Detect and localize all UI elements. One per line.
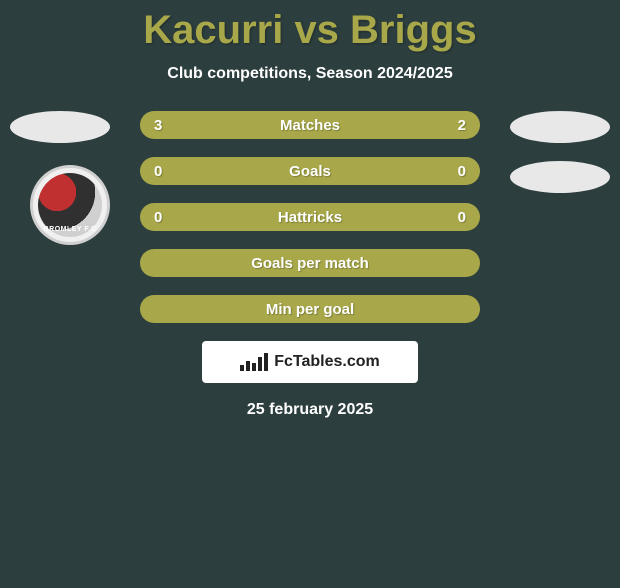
club-logo-graphic: BROMLEY F.C xyxy=(38,173,102,237)
stat-value-left: 0 xyxy=(154,163,184,180)
stat-row-min-per-goal: Min per goal xyxy=(140,295,480,323)
stat-label: Goals xyxy=(184,163,436,180)
stat-row-hattricks: 0 Hattricks 0 xyxy=(140,203,480,231)
stat-value-right: 0 xyxy=(436,209,466,226)
player-right-badge-placeholder-2 xyxy=(510,161,610,193)
fctables-label: FcTables.com xyxy=(274,353,380,371)
stat-label: Goals per match xyxy=(154,255,466,272)
date-label: 25 february 2025 xyxy=(0,401,620,419)
page-title: Kacurri vs Briggs xyxy=(0,8,620,53)
comparison-content: BROMLEY F.C 3 Matches 2 0 Goals 0 0 Hatt… xyxy=(0,111,620,419)
stat-label: Hattricks xyxy=(184,209,436,226)
club-logo-text: BROMLEY F.C xyxy=(38,226,102,233)
player-left-badge-placeholder xyxy=(10,111,110,143)
stat-value-left: 3 xyxy=(154,117,184,134)
stat-value-right: 0 xyxy=(436,163,466,180)
player-right-badge-placeholder-1 xyxy=(510,111,610,143)
stat-value-right: 2 xyxy=(436,117,466,134)
club-logo: BROMLEY F.C xyxy=(30,165,110,245)
stat-label: Min per goal xyxy=(154,301,466,318)
stat-row-goals: 0 Goals 0 xyxy=(140,157,480,185)
stat-row-matches: 3 Matches 2 xyxy=(140,111,480,139)
subtitle: Club competitions, Season 2024/2025 xyxy=(0,65,620,83)
fctables-badge[interactable]: FcTables.com xyxy=(202,341,418,383)
stat-row-goals-per-match: Goals per match xyxy=(140,249,480,277)
stat-label: Matches xyxy=(184,117,436,134)
stat-rows: 3 Matches 2 0 Goals 0 0 Hattricks 0 Goal… xyxy=(140,111,480,323)
bar-chart-icon xyxy=(240,353,268,371)
stat-value-left: 0 xyxy=(154,209,184,226)
